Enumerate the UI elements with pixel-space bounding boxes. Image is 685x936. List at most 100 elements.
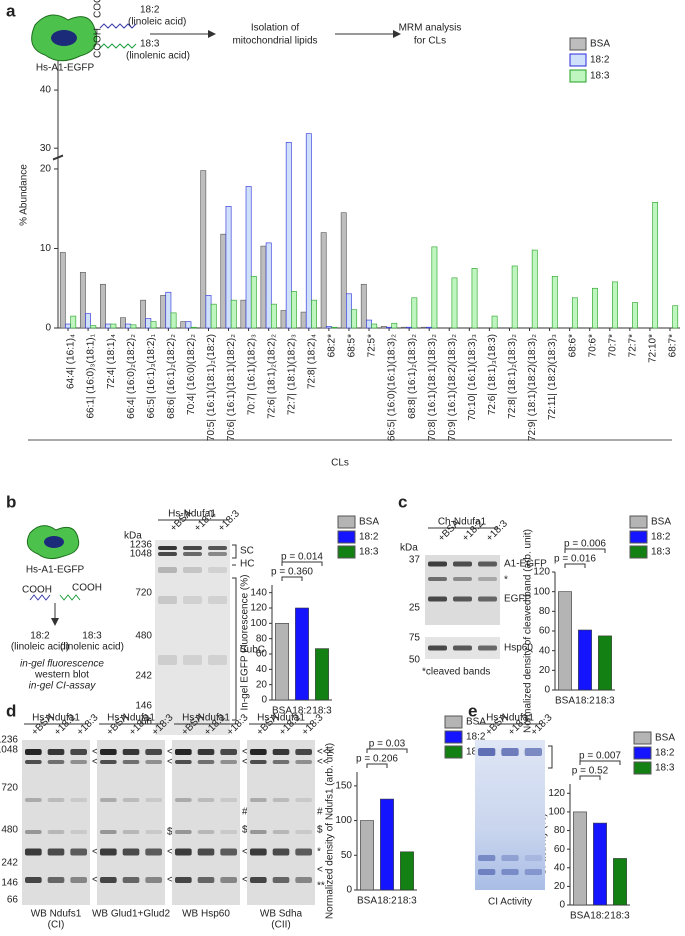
blot-band bbox=[175, 760, 192, 764]
panel-label: e bbox=[468, 701, 477, 720]
y-axis-label: Normalized density of cleaved band (arb.… bbox=[523, 529, 534, 733]
blot-band bbox=[220, 760, 237, 764]
bar bbox=[592, 287, 598, 329]
marker: 1048 bbox=[130, 549, 153, 560]
x-tick-label: 18:2 bbox=[590, 911, 610, 922]
marker: 50 bbox=[409, 655, 421, 666]
blot-caption: WB Ndufs1 bbox=[31, 909, 82, 920]
x-tick-label: 68:7* bbox=[668, 334, 679, 357]
blot-band bbox=[183, 552, 202, 556]
legend-label: BSA bbox=[655, 733, 675, 744]
assay: in-gel CI-assay bbox=[29, 681, 97, 692]
axis-break bbox=[52, 154, 64, 160]
blot-band bbox=[250, 848, 267, 856]
blot-band bbox=[70, 848, 87, 856]
x-tick-label: 72:11| (18:2)(18:3)₃ bbox=[547, 334, 558, 420]
legend-swatch bbox=[629, 530, 648, 544]
blot-band bbox=[47, 830, 65, 834]
blot-band bbox=[272, 848, 290, 856]
blot-band bbox=[70, 877, 87, 883]
y-tick-label: 0 bbox=[559, 900, 565, 911]
fatty-acid-desc: (linolenic acid) bbox=[126, 51, 190, 62]
blot-band bbox=[272, 830, 290, 834]
blot-title: Hs-Ndufa1 bbox=[107, 713, 155, 724]
marker: 66 bbox=[7, 895, 19, 906]
blot-band bbox=[453, 577, 472, 581]
y-tick-label: 80 bbox=[554, 825, 566, 836]
p-value: p = 0.03 bbox=[369, 739, 406, 750]
bar bbox=[305, 133, 312, 329]
kda: kDa bbox=[400, 543, 418, 554]
blot-band bbox=[100, 848, 117, 856]
bar bbox=[400, 851, 414, 891]
blot-band bbox=[295, 877, 312, 883]
y-tick-label: 100 bbox=[548, 807, 565, 818]
bar bbox=[531, 249, 538, 329]
blot-band bbox=[250, 749, 267, 755]
legend-swatch bbox=[569, 69, 587, 83]
blot-band bbox=[47, 760, 65, 764]
blot-band bbox=[478, 561, 497, 567]
y-tick-label: 100 bbox=[533, 586, 550, 597]
blot-band bbox=[478, 748, 496, 756]
bar bbox=[315, 648, 329, 701]
x-tick-label: 68:2* bbox=[327, 334, 338, 357]
band-mark: << bbox=[317, 757, 329, 768]
bar bbox=[275, 623, 289, 701]
workflow-step: mitochondrial lipids bbox=[232, 36, 317, 47]
fatty-acid-name: 18:2 bbox=[140, 5, 160, 16]
fatty-acid-name: 18:3 bbox=[82, 631, 102, 642]
blot-band bbox=[100, 749, 117, 755]
band-label: A1-EGFP bbox=[504, 559, 547, 570]
blot-band bbox=[478, 645, 497, 651]
blot-band bbox=[208, 655, 227, 665]
bar bbox=[351, 309, 358, 329]
y-axis-label: % Abundance bbox=[19, 164, 30, 226]
cooh: COOH bbox=[72, 583, 102, 594]
cell-name: Hs-A1-EGFP bbox=[36, 63, 95, 74]
x-tick-label: BSA bbox=[570, 911, 590, 922]
bar bbox=[613, 858, 627, 906]
legend-swatch bbox=[629, 545, 648, 559]
bar bbox=[593, 822, 607, 906]
legend-swatch bbox=[629, 515, 648, 529]
y-axis-label: Normalized density of Ndufs1 (arb. unit) bbox=[325, 743, 336, 919]
y-tick-label: 60 bbox=[539, 626, 551, 637]
x-tick-label: 72:7| (18:1)(18:2)₃ bbox=[286, 334, 297, 415]
x-tick-label: 18:3 bbox=[610, 911, 630, 922]
legend-label: 18:2 bbox=[359, 532, 379, 543]
x-tick-label: 70:8| (16:1)(18:1)(18:3)₂ bbox=[427, 334, 438, 441]
blot-band bbox=[175, 848, 192, 856]
bar bbox=[245, 186, 252, 329]
kda: kDa bbox=[124, 531, 142, 542]
panel-label: a bbox=[6, 1, 16, 20]
blot-band bbox=[100, 877, 117, 883]
legend-swatch bbox=[569, 53, 587, 67]
cooh: COOH bbox=[93, 0, 104, 18]
x-tick-label: 66:5| (16:1)₃(18:2)₁ bbox=[146, 333, 157, 418]
y-tick-label: 40 bbox=[554, 862, 566, 873]
bar bbox=[371, 323, 378, 329]
bar bbox=[210, 303, 217, 329]
blot-band bbox=[208, 546, 227, 550]
bar bbox=[291, 291, 297, 329]
blot-band bbox=[47, 749, 65, 755]
legend-swatch bbox=[337, 530, 356, 544]
y-axis-label: In-gel EGFP Fluorescence (%) bbox=[240, 575, 251, 711]
blot-band bbox=[100, 830, 117, 834]
legend-swatch bbox=[633, 746, 652, 760]
x-tick-label: 70:4| (16:0)(18:2)₂ bbox=[186, 334, 197, 415]
y-tick-label: 0 bbox=[544, 685, 550, 696]
blot-band bbox=[183, 655, 202, 665]
x-tick-label: 70:5| (16:1)(18:1)₂(18:2) bbox=[206, 334, 217, 441]
x-tick-label: 72:6| (18:1)₂(18:2)₂ bbox=[266, 334, 277, 419]
x-tick-label: 72:9| (18:1)(18:2)(18:3)₂ bbox=[527, 334, 538, 441]
bar bbox=[300, 311, 307, 329]
legend-label: 18:2 bbox=[655, 748, 675, 759]
bar bbox=[59, 252, 66, 329]
cell-icon bbox=[26, 525, 80, 560]
bar bbox=[190, 326, 197, 329]
bar bbox=[311, 299, 317, 329]
bar bbox=[85, 313, 92, 329]
